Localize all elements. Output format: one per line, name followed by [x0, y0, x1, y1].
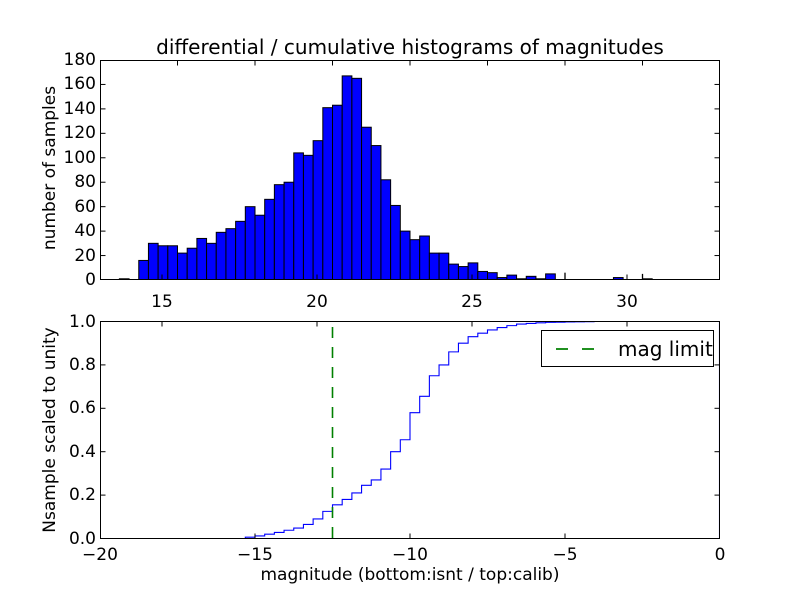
histogram-bar: [409, 239, 421, 280]
figure-title: differential / cumulative histograms of …: [156, 35, 664, 59]
histogram-narrow-spike: [641, 273, 644, 280]
histogram-bar: [235, 220, 246, 280]
bottom-xtick-label: −10: [392, 545, 428, 565]
axes-frame: [100, 321, 720, 539]
top-xtick-label: 15: [151, 292, 173, 312]
histogram-bar: [215, 231, 227, 280]
histogram-bar: [196, 237, 208, 280]
histogram-bar: [273, 184, 285, 280]
legend-dash-icon: [556, 347, 600, 350]
top-ytick-label: 20: [74, 245, 96, 266]
top-ytick-label: 120: [63, 123, 96, 144]
top-ytick-label: 140: [63, 98, 96, 119]
x-axis-label: magnitude (bottom:isnt / top:calib): [260, 565, 560, 585]
top-xtick-label: 25: [461, 292, 483, 312]
histogram-bar: [341, 75, 353, 280]
cumulative-histogram-plot: [100, 321, 720, 539]
bottom-xtick-label: −5: [552, 545, 578, 565]
histogram-bar: [167, 245, 178, 280]
histogram-bar: [477, 270, 488, 280]
bottom-ytick-label: 0.2: [68, 485, 96, 506]
histogram-narrow-spike: [564, 272, 566, 280]
bottom-ytick-label: 0.8: [68, 354, 96, 375]
histogram-bar: [399, 230, 411, 280]
axes-frame: [100, 60, 720, 280]
histogram-bar: [322, 107, 333, 280]
histogram-bar: [370, 145, 382, 280]
top-ytick-label: 80: [74, 172, 96, 193]
top-ytick-label: 160: [63, 74, 96, 95]
histogram-bar: [612, 277, 624, 280]
histogram-bar: [186, 247, 198, 280]
histogram-bar: [419, 235, 430, 280]
histogram-bar: [157, 245, 169, 280]
bottom-ytick-label: 0.4: [68, 441, 96, 462]
histogram-bar: [244, 206, 256, 280]
histogram-bar: [283, 181, 295, 280]
histogram-bar: [457, 266, 469, 280]
histogram-bar: [390, 204, 401, 280]
histogram-bar: [138, 259, 149, 280]
legend: mag limit: [541, 330, 714, 367]
top-ytick-label: 180: [63, 50, 96, 70]
histogram-bar: [467, 262, 479, 280]
bottom-xtick-label: −15: [237, 545, 273, 565]
histogram-bar: [351, 77, 363, 280]
histogram-bar: [147, 242, 159, 280]
top-xtick-label: 20: [306, 292, 328, 312]
histogram-bar: [506, 274, 518, 280]
bottom-xtick-label: 0: [714, 545, 726, 565]
histogram-bar: [293, 152, 304, 280]
histogram-bar: [380, 179, 392, 280]
top-ytick-label: 0: [85, 270, 96, 290]
bottom-ytick-label: 0.0: [68, 528, 96, 549]
bottom-ytick-label: 1.0: [68, 311, 96, 332]
histogram-bar: [438, 252, 450, 280]
cumulative-step-curve: [100, 321, 720, 539]
histogram-bar: [264, 198, 275, 280]
histogram-bar: [225, 228, 237, 280]
bottom-xtick-label: −20: [82, 545, 118, 565]
top-ytick-label: 100: [63, 147, 96, 168]
legend-label: mag limit: [618, 336, 713, 361]
top-xtick-label: 30: [616, 292, 638, 312]
histogram-bar: [302, 154, 314, 280]
histogram-bar: [448, 263, 459, 280]
top-ytick-label: 40: [74, 221, 96, 242]
bottom-ytick-label: 0.6: [68, 398, 96, 419]
histogram-bar: [206, 242, 217, 280]
histogram-bar: [361, 126, 372, 280]
differential-histogram-plot: [100, 60, 720, 280]
histogram-bar: [332, 104, 343, 280]
histogram-bar: [487, 272, 498, 280]
histogram-bar: [254, 214, 266, 280]
top-ytick-label: 60: [74, 196, 96, 217]
histogram-bar: [177, 252, 188, 280]
histogram-bar: [428, 252, 440, 280]
histogram-bar: [312, 140, 324, 280]
